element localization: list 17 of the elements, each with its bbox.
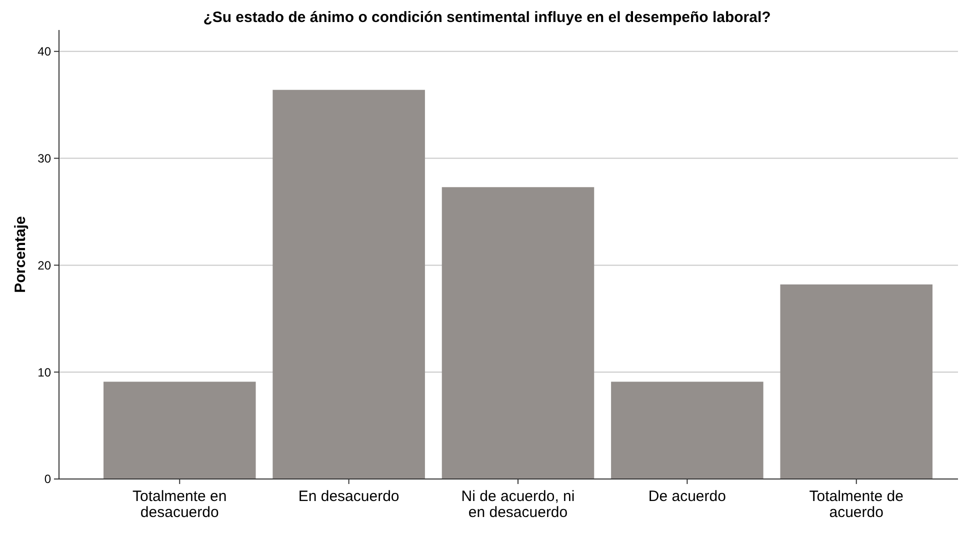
- chart-title: ¿Su estado de ánimo o condición sentimental influye en el desempeño laboral?: [203, 9, 771, 26]
- y-tick-label: 30: [38, 151, 52, 166]
- bar: [104, 382, 256, 479]
- bar: [442, 187, 594, 479]
- x-tick-label: Totalmente en desacuerdo: [132, 488, 227, 521]
- y-tick-label: 20: [38, 258, 52, 272]
- y-tick-label: 0: [44, 472, 52, 486]
- bar: [272, 90, 425, 479]
- y-tick-label: 40: [38, 44, 52, 59]
- x-tick-label: Ni de acuerdo, ni en desacuerdo: [461, 488, 575, 521]
- bar: [780, 284, 932, 479]
- y-tick-label: 10: [38, 365, 52, 380]
- x-tick-label: En desacuerdo: [298, 488, 400, 505]
- bar: [611, 382, 764, 479]
- x-tick-label: Totalmente de acuerdo: [809, 488, 904, 521]
- x-tick-label: De acuerdo: [648, 488, 726, 505]
- y-axis-title: Porcentaje: [12, 216, 29, 293]
